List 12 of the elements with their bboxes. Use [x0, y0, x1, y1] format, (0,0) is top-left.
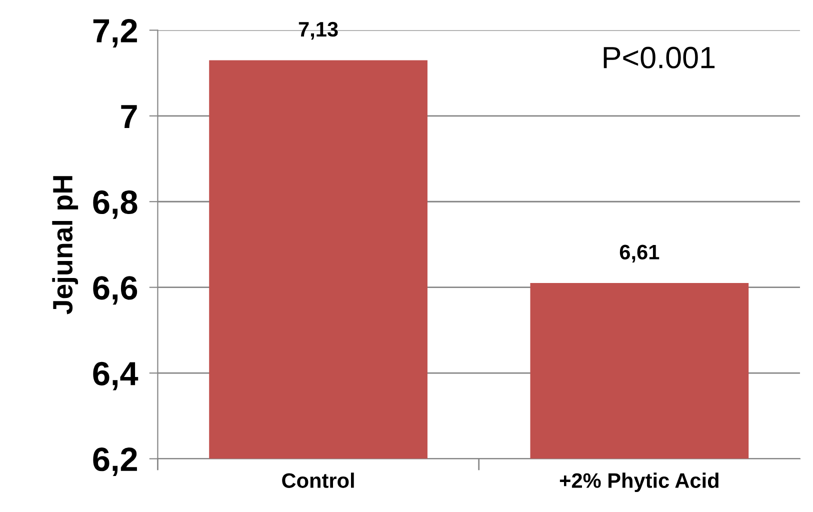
y-tick-label: 6,2 [93, 448, 137, 476]
annotation: P<0.001 [604, 46, 715, 68]
y-tick-label: 7,2 [93, 19, 137, 48]
data-label: 6,61 [620, 244, 660, 263]
x-tick-label: +2% Phytic Acid [560, 472, 718, 492]
y-axis-title: Jejunal pH [52, 176, 78, 314]
data-label: 7,13 [298, 22, 338, 40]
y-tick-label: 6,8 [93, 190, 138, 219]
x-tick-label: Control [282, 472, 354, 488]
y-tick-label: 7 [121, 105, 137, 128]
y-tick-label: 6,6 [93, 276, 138, 305]
y-tick-label: 6,4 [93, 362, 138, 390]
